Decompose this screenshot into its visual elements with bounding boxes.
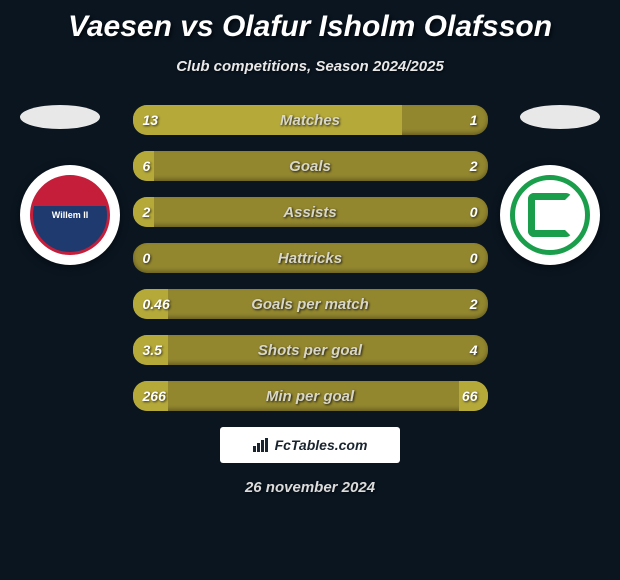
stat-value-right: 0 [433,250,488,266]
stat-label: Min per goal [188,388,433,405]
bar-chart-icon [253,438,269,452]
stat-row: 6Goals2 [133,151,488,181]
stat-label: Shots per goal [188,342,433,359]
team-left-logo: Willem II [20,165,120,265]
stat-value-left: 0 [133,250,188,266]
team-right-badge [500,165,600,265]
team-right-logo [500,165,600,265]
stat-label: Goals [188,158,433,175]
stat-value-left: 3.5 [133,342,188,358]
stat-value-left: 2 [133,204,188,220]
team-left-logo-text-top: Willem II [52,210,88,220]
stat-value-right: 0 [433,204,488,220]
stat-label: Assists [188,204,433,221]
brand-badge[interactable]: FcTables.com [220,427,400,463]
stat-row: 3.5Shots per goal4 [133,335,488,365]
stat-value-left: 266 [133,388,188,404]
groningen-g-icon [528,193,572,237]
page-date: 26 november 2024 [0,479,620,496]
stat-rows: 13Matches16Goals22Assists00Hattricks00.4… [133,105,488,411]
shadow-ellipse-left [20,105,100,129]
stat-value-right: 4 [433,342,488,358]
groningen-crest-icon [510,175,590,255]
stat-value-right: 2 [433,158,488,174]
stat-row: 0.46Goals per match2 [133,289,488,319]
willem-ii-crest-icon: Willem II [30,175,110,255]
stat-row: 13Matches1 [133,105,488,135]
page-title: Vaesen vs Olafur Isholm Olafsson [0,0,620,44]
stat-row: 2Assists0 [133,197,488,227]
stat-value-right: 1 [433,112,488,128]
stat-value-left: 6 [133,158,188,174]
stat-row: 266Min per goal66 [133,381,488,411]
stat-value-left: 0.46 [133,296,188,312]
shadow-ellipse-right [520,105,600,129]
brand-label: FcTables.com [275,437,368,453]
stat-label: Goals per match [188,296,433,313]
stat-value-right: 66 [433,388,488,404]
team-left-badge: Willem II [20,165,120,265]
page-subtitle: Club competitions, Season 2024/2025 [0,58,620,75]
stat-label: Hattricks [188,250,433,267]
stat-value-right: 2 [433,296,488,312]
comparison-panel: Willem II 13Matches16Goals22Assists00Hat… [0,105,620,411]
stat-value-left: 13 [133,112,188,128]
stat-row: 0Hattricks0 [133,243,488,273]
stat-label: Matches [188,112,433,129]
